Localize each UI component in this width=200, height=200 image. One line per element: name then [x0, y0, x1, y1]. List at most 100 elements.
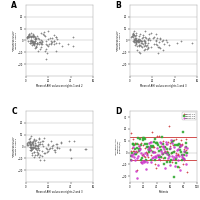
Point: [133, 38, 136, 41]
Point: [58, 42, 61, 45]
Point: [33, 40, 36, 43]
Point: [71, 44, 75, 47]
Point: [30, 38, 33, 42]
Point: [32, 145, 35, 148]
Point: [131, 33, 134, 36]
Point: [155, 39, 158, 42]
Point: [55, 143, 58, 146]
Point: [134, 33, 137, 37]
Point: [134, 34, 137, 37]
Night 1-2: [134, 142, 137, 145]
Point: [54, 149, 57, 152]
Point: [29, 140, 32, 143]
Point: [131, 33, 134, 36]
Point: [134, 38, 137, 41]
Night 1-3: [151, 151, 154, 154]
Night 1-3: [148, 147, 152, 150]
Point: [142, 48, 145, 52]
Night 1-3: [161, 143, 164, 146]
Night 1-3: [161, 135, 164, 138]
Night 1-3: [177, 144, 180, 147]
Night 1-3: [133, 148, 136, 151]
Point: [36, 152, 39, 155]
Point: [38, 155, 41, 159]
Point: [26, 143, 30, 146]
Point: [29, 144, 32, 147]
Text: A: A: [11, 1, 17, 10]
Text: D: D: [115, 107, 122, 116]
Night 1-3: [169, 159, 172, 162]
Night 1-3: [138, 147, 141, 150]
Point: [37, 142, 40, 145]
Night 2-3: [130, 154, 134, 157]
Point: [138, 39, 141, 42]
Point: [175, 42, 179, 45]
Point: [134, 39, 137, 42]
Night 1-3: [138, 137, 142, 141]
Point: [54, 35, 58, 38]
Point: [31, 143, 34, 146]
Point: [29, 139, 32, 142]
Point: [37, 43, 40, 46]
Night 1-2: [184, 137, 187, 140]
Point: [140, 45, 143, 48]
Point: [35, 44, 38, 47]
Point: [38, 136, 41, 139]
Point: [25, 144, 28, 147]
Point: [27, 140, 30, 144]
Point: [31, 140, 34, 143]
Night 2-3: [157, 153, 160, 156]
Night 2-3: [163, 166, 166, 170]
Point: [71, 36, 75, 39]
Night 2-3: [132, 155, 136, 158]
Point: [36, 36, 39, 39]
Night 1-3: [143, 137, 146, 140]
Point: [134, 39, 137, 43]
Point: [26, 35, 29, 38]
Night 1-2: [137, 148, 140, 152]
Night 1-2: [132, 149, 136, 152]
Point: [30, 148, 33, 151]
Point: [30, 35, 33, 38]
Point: [69, 156, 72, 159]
Night 1-3: [152, 144, 155, 147]
Point: [131, 32, 135, 36]
Point: [35, 43, 39, 46]
Night 1-2: [136, 150, 139, 153]
Point: [130, 36, 133, 39]
Night 1-2: [170, 151, 173, 154]
Night 1-3: [131, 142, 134, 145]
Point: [57, 147, 60, 150]
Night 1-3: [173, 175, 176, 178]
Point: [32, 145, 35, 148]
Night 1-2: [159, 158, 162, 162]
Night 1-3: [171, 140, 174, 143]
Point: [37, 147, 40, 150]
Point: [34, 46, 37, 49]
Y-axis label: Difference of AHI
values between
nights 1 and 2: Difference of AHI values between nights …: [12, 30, 17, 51]
Night 2-3: [179, 144, 182, 147]
Point: [42, 30, 46, 33]
Point: [131, 35, 135, 38]
Night 1-2: [169, 152, 172, 155]
Night 2-3: [175, 153, 178, 156]
Point: [34, 144, 37, 147]
Point: [142, 44, 145, 48]
Point: [135, 45, 139, 48]
Point: [27, 34, 30, 38]
Night 2-3: [180, 155, 183, 158]
X-axis label: Patients: Patients: [158, 190, 168, 194]
Night 2-3: [152, 155, 155, 159]
Night 1-3: [163, 157, 166, 160]
Night 1-2: [168, 142, 171, 145]
Point: [31, 153, 34, 156]
Night 2-3: [130, 159, 133, 162]
Point: [39, 154, 42, 157]
Night 1-3: [179, 148, 182, 151]
Night 1-2: [172, 150, 175, 153]
Point: [30, 146, 33, 149]
Point: [42, 159, 46, 162]
Point: [35, 42, 38, 46]
Point: [141, 45, 144, 48]
Night 2-3: [183, 157, 186, 160]
